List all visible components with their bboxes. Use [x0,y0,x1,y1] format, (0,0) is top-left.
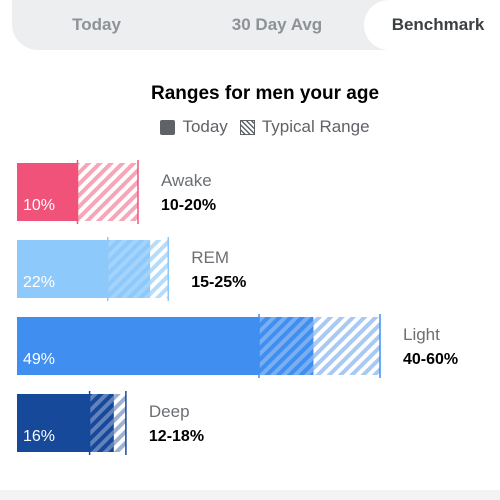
hatched-swatch-icon [239,119,255,135]
stage-range-label: 10-20% [161,197,216,214]
overlap-rem [107,240,151,298]
stage-name-label: REM [191,248,229,267]
tab-30-day-avg[interactable]: 30 Day Avg [231,15,323,34]
chart-legend: Today Typical Range [0,117,500,137]
tab-benchmark[interactable]: Benchmark [364,0,500,50]
stage-name-label: Deep [149,402,190,421]
overlap-deep [89,394,114,452]
stage-range-label: 15-25% [191,274,246,291]
benchmark-title: Ranges for men your age [150,83,380,104]
tab-today[interactable]: Today [72,15,121,34]
solid-swatch-icon [160,119,176,135]
today-value-label: 49% [23,351,55,368]
today-value-label: 10% [23,197,55,214]
legend-today-label: Today [182,117,228,136]
tab-bar: Today 30 Day Avg Benchmark [12,0,500,50]
stage-name-label: Light [403,325,440,344]
footer-divider [0,490,500,500]
stage-name-label: Awake [161,171,212,190]
today-value-label: 16% [23,428,55,445]
today-value-label: 22% [23,274,55,291]
stage-range-label: 12-18% [149,428,204,445]
stage-range-label: 40-60% [403,351,458,368]
overlap-light [259,317,314,375]
today-bar-awake [17,163,78,221]
legend-typical-label: Typical Range [261,117,370,136]
legend-today: Today [160,117,228,137]
legend-typical: Typical Range [239,117,370,137]
